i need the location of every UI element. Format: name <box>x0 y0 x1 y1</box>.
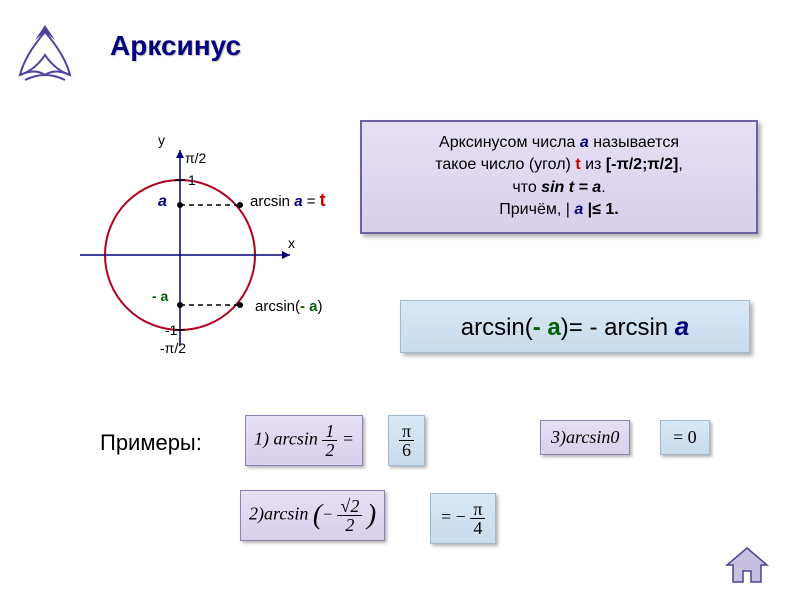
example-1-result: π6 <box>388 415 425 466</box>
home-icon[interactable] <box>725 545 770 585</box>
identity-box: arcsin(- а)= - arcsin а <box>400 300 750 353</box>
example-1-lhs: 1) arcsin 12 = <box>245 415 363 466</box>
one-label: 1 <box>188 172 196 188</box>
neg-a-label: - а <box>152 288 168 304</box>
definition-box: Арксинусом числа а называется такое числ… <box>360 120 758 234</box>
a-label: а <box>158 193 167 211</box>
neg-pi-half: -π/2 <box>160 340 186 356</box>
y-axis-label: у <box>158 132 165 148</box>
arcsin-a-label: arcsin а = t <box>250 190 326 211</box>
example-3-result: = 0 <box>660 420 710 455</box>
examples-label: Примеры: <box>100 430 202 456</box>
pi-half-top: π/2 <box>185 150 206 166</box>
page-title: Арксинус <box>110 30 241 62</box>
arcsin-neg-a-label: arcsin(- а) <box>255 298 323 315</box>
x-axis-label: х <box>288 235 295 251</box>
logo-ornament <box>10 20 80 90</box>
neg-one-label: -1 <box>165 322 177 338</box>
example-2-result: = − π4 <box>430 493 496 544</box>
example-3-lhs: 3)arcsin0 <box>540 420 630 455</box>
unit-circle-diagram: у х π/2 1 -1 -π/2 а - а arcsin а = t arc… <box>60 130 360 380</box>
example-2-lhs: 2)arcsin (− √22 ) <box>240 490 385 541</box>
